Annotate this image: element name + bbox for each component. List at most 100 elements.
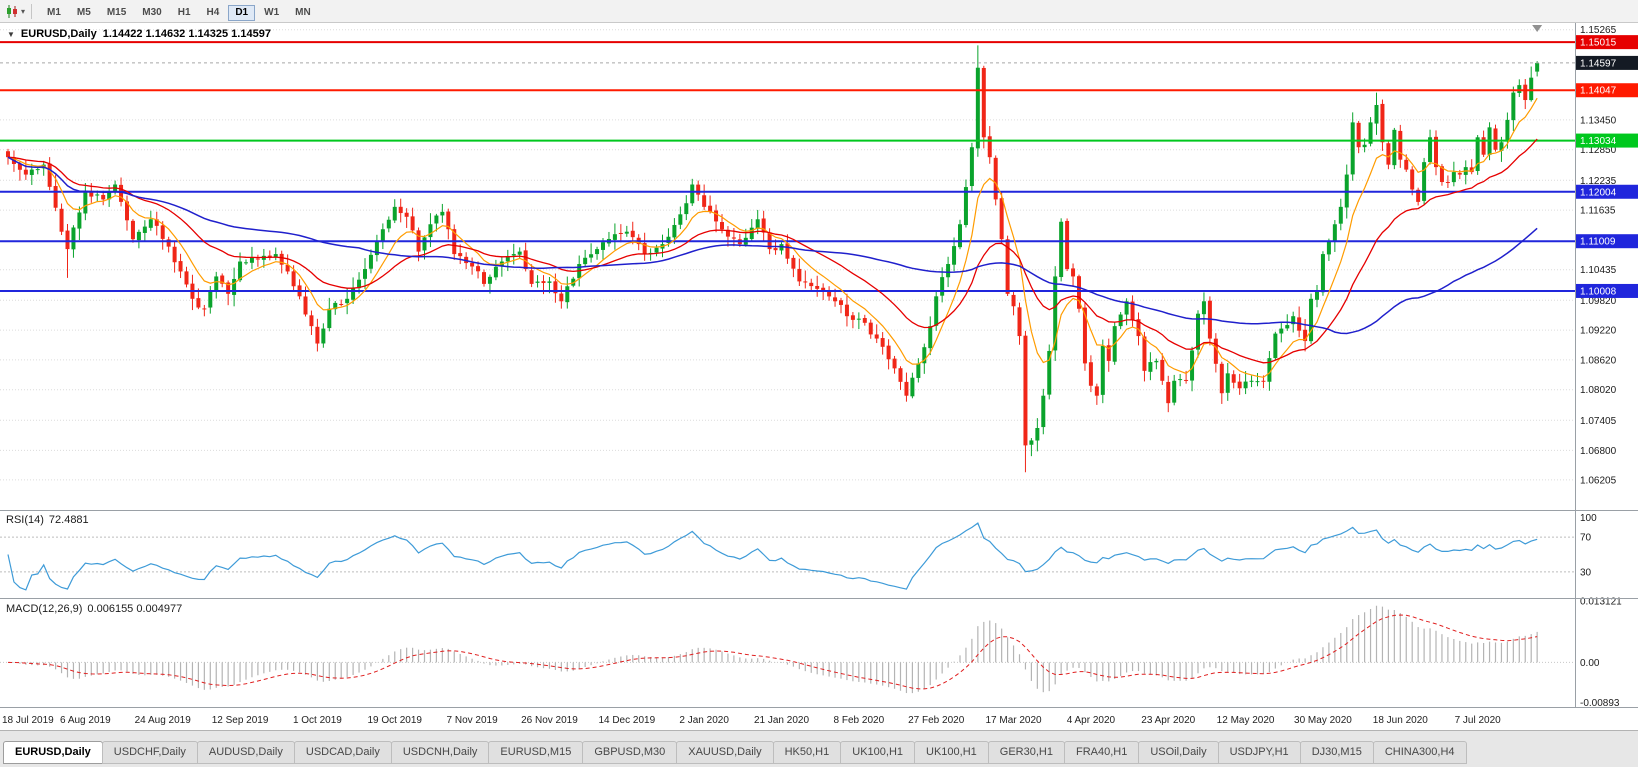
rsi-name: RSI(14) — [6, 514, 44, 526]
timeframe-button-d1[interactable]: D1 — [228, 4, 256, 21]
svg-text:1.10008: 1.10008 — [1580, 286, 1617, 297]
svg-text:-0.00893: -0.00893 — [1580, 698, 1620, 709]
timeframe-button-m5[interactable]: M5 — [70, 5, 98, 21]
svg-text:1.14047: 1.14047 — [1580, 86, 1617, 97]
svg-text:17 Mar 2020: 17 Mar 2020 — [985, 715, 1042, 726]
macd-name: MACD(12,26,9) — [6, 603, 83, 615]
svg-text:23 Apr 2020: 23 Apr 2020 — [1141, 715, 1195, 726]
rsi-line — [7, 522, 1538, 591]
chart-type-dropdown-icon[interactable]: ▾ — [21, 6, 26, 16]
svg-text:18 Jul 2019: 18 Jul 2019 — [2, 715, 54, 726]
timeframe-button-mn[interactable]: MN — [288, 5, 318, 21]
chart-tab-china300-h4[interactable]: CHINA300,H4 — [1372, 741, 1467, 764]
svg-text:4 Apr 2020: 4 Apr 2020 — [1067, 715, 1116, 726]
candlestick-series — [6, 45, 1540, 473]
svg-text:18 Jun 2020: 18 Jun 2020 — [1373, 715, 1428, 726]
macd-indicator-label: MACD(12,26,9) 0.006155 0.004977 — [6, 603, 182, 615]
timeframe-button-m1[interactable]: M1 — [40, 5, 68, 21]
svg-text:1 Oct 2019: 1 Oct 2019 — [293, 715, 342, 726]
svg-text:1.11635: 1.11635 — [1580, 206, 1616, 217]
chart-tab-usoil-daily[interactable]: USOil,Daily — [1138, 741, 1219, 764]
chart-tab-dj30-m15[interactable]: DJ30,M15 — [1299, 741, 1374, 764]
svg-text:1.06800: 1.06800 — [1580, 446, 1617, 457]
moving-averages — [7, 97, 1538, 378]
chart-tab-usdjpy-h1[interactable]: USDJPY,H1 — [1217, 741, 1301, 764]
rsi-value: 72.4881 — [48, 514, 89, 526]
timeframe-button-h4[interactable]: H4 — [200, 5, 227, 21]
svg-text:0.00: 0.00 — [1580, 658, 1600, 669]
svg-text:1.12004: 1.12004 — [1580, 187, 1617, 198]
svg-text:1.15015: 1.15015 — [1580, 38, 1617, 49]
svg-text:100: 100 — [1580, 513, 1597, 524]
chart-tab-usdcad-daily[interactable]: USDCAD,Daily — [293, 741, 392, 764]
svg-text:1.11009: 1.11009 — [1580, 237, 1616, 248]
svg-text:1.06205: 1.06205 — [1580, 475, 1617, 486]
chart-type-icon[interactable] — [5, 4, 20, 19]
current-price-marker: 1.14597 — [0, 55, 1638, 70]
svg-text:7 Jul 2020: 7 Jul 2020 — [1455, 715, 1502, 726]
macd-signal-line — [7, 614, 1538, 690]
chart-tab-audusd-daily[interactable]: AUDUSD,Daily — [196, 741, 295, 764]
chart-tabs-bar: EURUSD,Daily USDCHF,Daily AUDUSD,Daily USDC… — [0, 730, 1638, 767]
svg-text:1.13034: 1.13034 — [1580, 136, 1617, 147]
chart-tab-uk100-h1[interactable]: UK100,H1 — [914, 741, 989, 764]
date-axis[interactable]: 18 Jul 2019 6 Aug 2019 24 Aug 2019 12 Sep 2… — [2, 715, 1501, 726]
svg-text:30: 30 — [1580, 567, 1592, 578]
svg-text:1.07405: 1.07405 — [1580, 416, 1617, 427]
svg-text:70: 70 — [1580, 533, 1592, 544]
svg-text:14 Dec 2019: 14 Dec 2019 — [598, 715, 655, 726]
chart-shift-marker-icon[interactable] — [1532, 25, 1543, 32]
macd-panel — [0, 605, 1575, 694]
svg-text:7 Nov 2019: 7 Nov 2019 — [447, 715, 499, 726]
ma-mid-line — [7, 138, 1538, 364]
svg-text:26 Nov 2019: 26 Nov 2019 — [521, 715, 578, 726]
ohlc-values: 1.14422 1.14632 1.14325 1.14597 — [102, 28, 271, 40]
chart-area[interactable]: 1.15265 1.13450 1.12850 1.12235 1.11635 1.104… — [0, 23, 1638, 730]
one-click-trading-arrow-icon[interactable]: ▼ — [7, 29, 15, 39]
timeframe-button-m15[interactable]: M15 — [100, 5, 133, 21]
chart-tab-eurusd-daily[interactable]: EURUSD,Daily — [3, 741, 103, 764]
svg-text:2 Jan 2020: 2 Jan 2020 — [679, 715, 729, 726]
svg-text:12 Sep 2019: 12 Sep 2019 — [212, 715, 269, 726]
chart-tab-gbpusd-m30[interactable]: GBPUSD,M30 — [582, 741, 678, 764]
svg-text:19 Oct 2019: 19 Oct 2019 — [368, 715, 423, 726]
timeframe-button-w1[interactable]: W1 — [257, 5, 286, 21]
horizontal-lines[interactable]: 1.15015 1.14047 1.13034 1.12004 1.11009 1.100… — [0, 35, 1638, 298]
rsi-panel — [0, 522, 1575, 591]
svg-text:1.09220: 1.09220 — [1580, 326, 1617, 337]
svg-text:30 May 2020: 30 May 2020 — [1294, 715, 1352, 726]
svg-text:0.013121: 0.013121 — [1580, 596, 1622, 607]
svg-text:1.13450: 1.13450 — [1580, 115, 1617, 126]
chart-tab-ger30-h1[interactable]: GER30,H1 — [987, 741, 1065, 764]
chart-tab-uk100-h1[interactable]: UK100,H1 — [840, 741, 916, 764]
price-axis[interactable]: 1.15265 1.13450 1.12850 1.12235 1.11635 1.104… — [1580, 25, 1622, 709]
ma-slow-line — [7, 156, 1538, 335]
svg-text:27 Feb 2020: 27 Feb 2020 — [908, 715, 965, 726]
chart-tab-fra40-h1[interactable]: FRA40,H1 — [1063, 741, 1140, 764]
timeframe-button-h1[interactable]: H1 — [171, 5, 198, 21]
svg-text:1.12235: 1.12235 — [1580, 176, 1617, 187]
chart-tab-hk50-h1[interactable]: HK50,H1 — [772, 741, 842, 764]
chart-tab-eurusd-m15[interactable]: EURUSD,M15 — [488, 741, 584, 764]
ma-fast-line — [7, 97, 1538, 378]
timeframe-buttons: M1 M5 M15 M30 H1 H4 D1 W1 MN — [39, 2, 319, 21]
toolbar-separator — [31, 3, 33, 19]
svg-text:12 May 2020: 12 May 2020 — [1217, 715, 1275, 726]
svg-text:1.12850: 1.12850 — [1580, 145, 1617, 156]
chart-tab-usdcnh-daily[interactable]: USDCNH,Daily — [390, 741, 490, 764]
svg-text:1.14597: 1.14597 — [1580, 58, 1617, 69]
svg-text:1.08020: 1.08020 — [1580, 385, 1617, 396]
svg-text:1.10435: 1.10435 — [1580, 265, 1617, 276]
panel-borders — [0, 23, 1638, 708]
svg-text:24 Aug 2019: 24 Aug 2019 — [135, 715, 192, 726]
svg-text:21 Jan 2020: 21 Jan 2020 — [754, 715, 809, 726]
svg-text:6 Aug 2019: 6 Aug 2019 — [60, 715, 111, 726]
chart-tab-usdchf-daily[interactable]: USDCHF,Daily — [101, 741, 198, 764]
price-chart-svg[interactable]: 1.15265 1.13450 1.12850 1.12235 1.11635 1.104… — [0, 23, 1638, 730]
timeframe-button-m30[interactable]: M30 — [135, 5, 168, 21]
svg-text:1.08620: 1.08620 — [1580, 355, 1617, 366]
svg-text:1.09820: 1.09820 — [1580, 296, 1617, 307]
chart-tab-xauusd-daily[interactable]: XAUUSD,Daily — [676, 741, 774, 764]
svg-text:1.15265: 1.15265 — [1580, 25, 1617, 36]
